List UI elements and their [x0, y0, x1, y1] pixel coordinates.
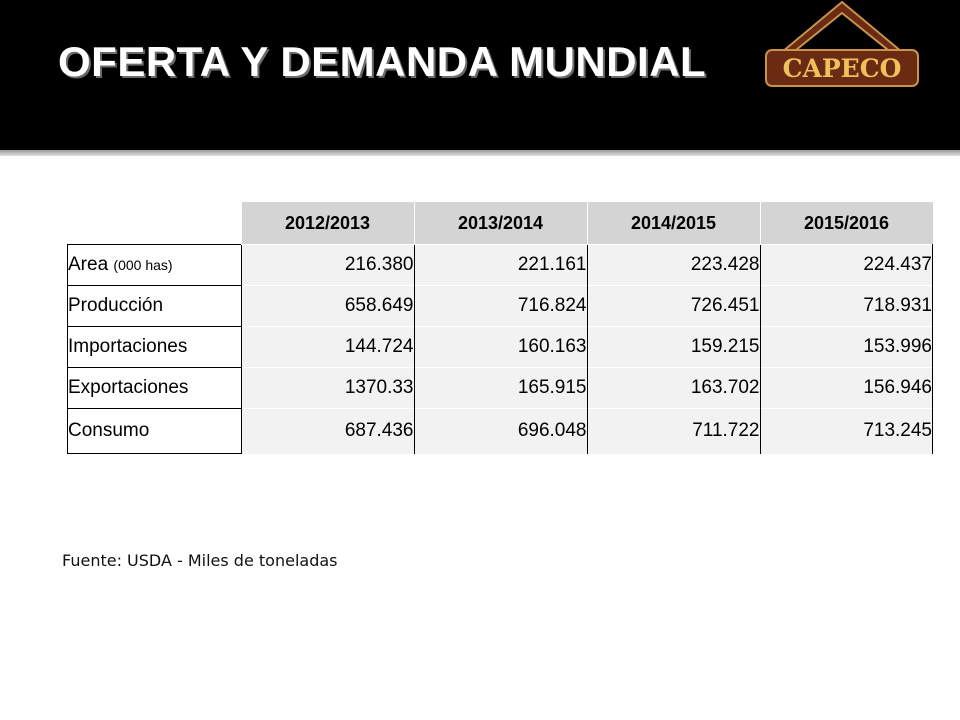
table-cell: 726.451	[587, 285, 761, 327]
row-label: Area (000 has)	[67, 244, 242, 286]
table-cell: 163.702	[587, 367, 761, 409]
page-title: OFERTA Y DEMANDA MUNDIAL	[58, 38, 707, 85]
row-label-text: Area	[68, 254, 109, 275]
table-cell: 713.245	[760, 408, 933, 454]
table-cell: 718.931	[760, 285, 933, 327]
table-row: Importaciones 144.724 160.163 159.215 15…	[67, 326, 933, 368]
table-corner-cell	[68, 202, 242, 245]
table-cell: 224.437	[760, 244, 933, 286]
table-cell: 216.380	[241, 244, 415, 286]
row-unit: (000 has)	[113, 257, 173, 273]
capeco-logo: CAPECO	[765, 0, 919, 87]
table-cell: 159.215	[587, 326, 761, 368]
row-label: Importaciones	[67, 326, 242, 368]
supply-demand-table: 2012/2013 2013/2014 2014/2015 2015/2016 …	[67, 202, 933, 454]
table-cell: 160.163	[414, 326, 588, 368]
table-cell: 711.722	[587, 408, 761, 454]
header-bar: OFERTA Y DEMANDA MUNDIAL CAPECO	[0, 0, 960, 150]
row-label: Producción	[67, 285, 242, 327]
table-cell: 165.915	[414, 367, 588, 409]
table-cell: 221.161	[414, 244, 588, 286]
logo-text: CAPECO	[783, 54, 902, 83]
source-note: Fuente: USDA - Miles de toneladas	[62, 551, 338, 570]
column-header: 2014/2015	[586, 202, 760, 245]
table-cell: 223.428	[587, 244, 761, 286]
table-cell: 144.724	[241, 326, 415, 368]
table-cell: 716.824	[414, 285, 588, 327]
row-label: Exportaciones	[67, 367, 242, 409]
header-divider	[0, 150, 960, 156]
column-header: 2012/2013	[240, 202, 414, 245]
table-row: Exportaciones 1370.33 165.915 163.702 15…	[67, 367, 933, 409]
table-cell: 1370.33	[241, 367, 415, 409]
table-row: Producción 658.649 716.824 726.451 718.9…	[67, 285, 933, 327]
table-cell: 696.048	[414, 408, 588, 454]
column-header: 2015/2016	[759, 202, 933, 245]
table-header-row: 2012/2013 2013/2014 2014/2015 2015/2016	[68, 202, 933, 245]
table-cell: 658.649	[241, 285, 415, 327]
table-cell: 156.946	[760, 367, 933, 409]
column-header: 2013/2014	[413, 202, 587, 245]
table-row: Consumo 687.436 696.048 711.722 713.245	[67, 408, 933, 454]
table-cell: 687.436	[241, 408, 415, 454]
table-cell: 153.996	[760, 326, 933, 368]
table-row: Area (000 has) 216.380 221.161 223.428 2…	[67, 244, 933, 286]
row-label: Consumo	[67, 408, 242, 454]
